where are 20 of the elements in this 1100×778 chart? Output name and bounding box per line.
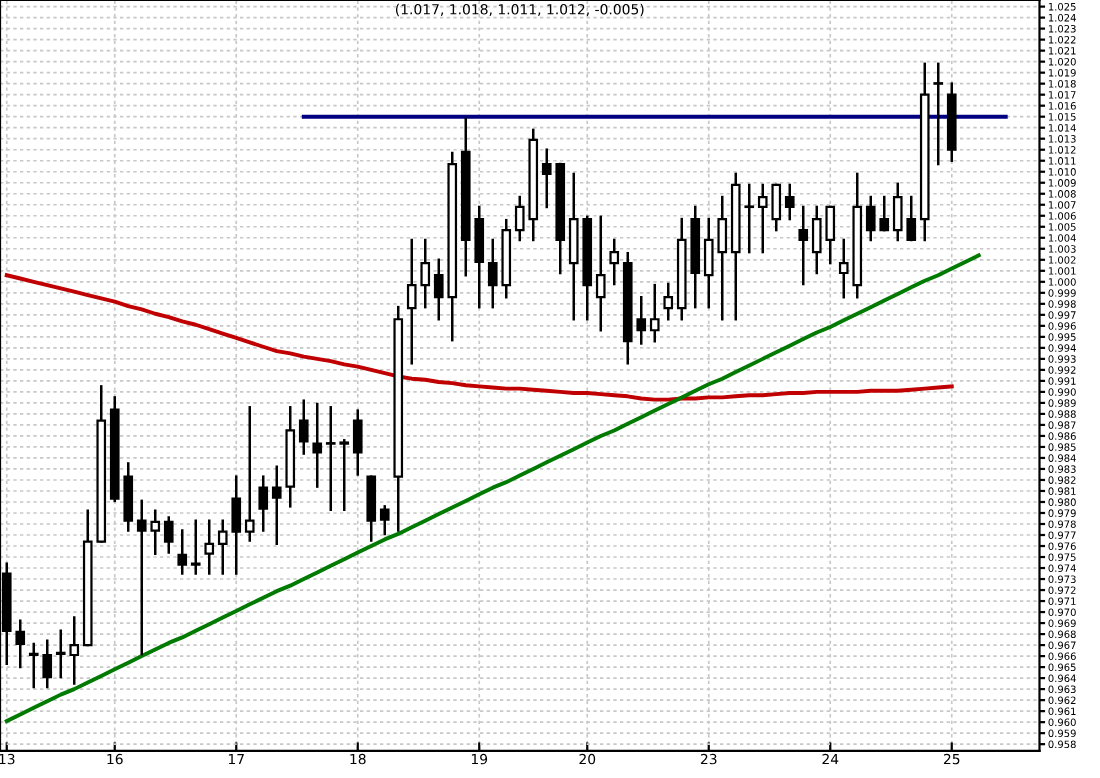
candlestick	[204, 519, 215, 575]
candlestick	[190, 519, 201, 575]
candlestick	[244, 406, 255, 542]
candlestick	[177, 529, 188, 575]
candlestick	[784, 183, 795, 221]
candlestick	[366, 475, 377, 542]
candlestick	[379, 505, 390, 536]
candlestick	[312, 402, 323, 488]
candlestick	[352, 409, 363, 476]
candlestick	[933, 62, 944, 166]
candlestick	[163, 516, 174, 554]
candlestick	[609, 238, 620, 286]
candlestick	[649, 283, 660, 343]
candlestick	[663, 282, 674, 321]
candlestick	[298, 399, 309, 455]
line-series	[4, 273, 954, 402]
line-series	[4, 253, 981, 723]
candlestick	[258, 475, 269, 532]
candlestick	[798, 205, 809, 286]
candlestick	[595, 215, 606, 332]
